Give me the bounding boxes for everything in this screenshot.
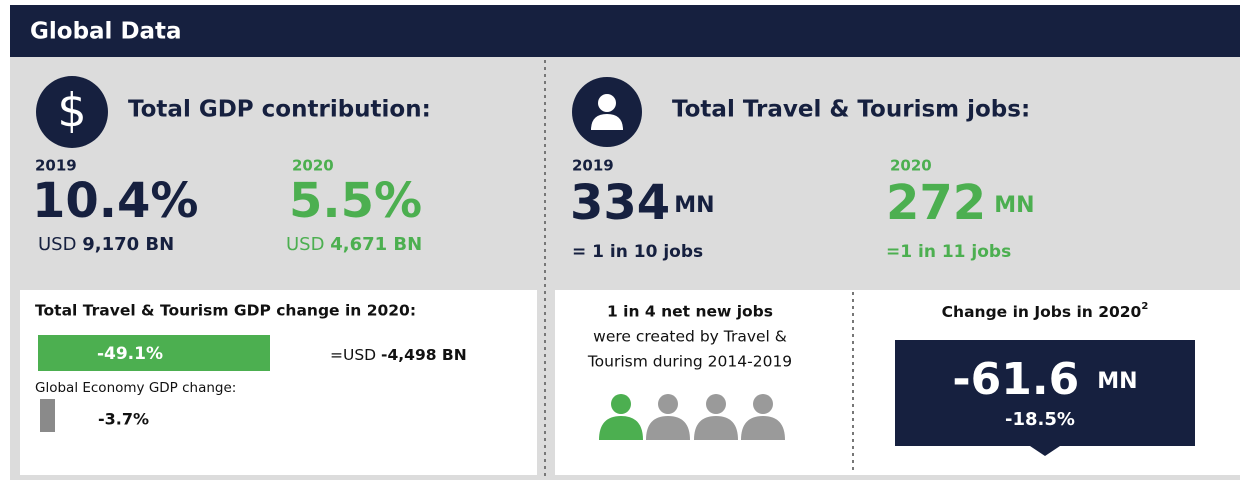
amount: 9,170 BN [82, 234, 174, 255]
usd-amount: -4,498 BN [381, 346, 467, 364]
usd-change: =USD -4,498 BN [330, 346, 467, 364]
person-head [598, 94, 616, 112]
jobs-change-number: -61.6 MN [952, 354, 1137, 405]
gdp-amount: USD 9,170 BN [38, 234, 174, 255]
person-body [591, 114, 623, 130]
number: -61.6 [952, 354, 1079, 405]
tt-change: -49.1% [97, 344, 163, 364]
gdp-amount: USD 4,671 BN [286, 234, 422, 255]
title: Change in Jobs in 2020 [942, 303, 1142, 321]
year: 2019 [35, 157, 77, 175]
person [741, 394, 785, 440]
year: 2019 [572, 157, 614, 175]
gdp-title: Total GDP contribution: [128, 97, 431, 123]
currency: USD [286, 234, 324, 255]
header-bar [10, 5, 1240, 57]
jobs-number: 272 MN [886, 175, 1035, 231]
jobs-change-percent: -18.5% [1005, 409, 1075, 430]
number: 334 [570, 175, 670, 231]
dollar-icon [36, 76, 108, 148]
usd-prefix: =USD [330, 346, 376, 364]
jobs-change-box [895, 340, 1195, 456]
jobs-number: 334 MN [570, 175, 715, 231]
person [599, 394, 643, 440]
unit: MN [1097, 369, 1137, 394]
person [646, 394, 690, 440]
gdp-share: 5.5% [289, 173, 422, 229]
currency: USD [38, 234, 76, 255]
number: 272 [886, 175, 986, 231]
economy-label: Global Economy GDP change: [35, 380, 236, 396]
header-title: Global Data [30, 19, 182, 45]
unit: MN [994, 193, 1034, 218]
economy-change-bar [40, 399, 55, 432]
net-new-line: were created by Travel & [593, 328, 787, 346]
people-icons [599, 394, 785, 440]
gdp-share: 10.4% [32, 173, 199, 229]
gdp-change-box [20, 290, 537, 475]
year: 2020 [890, 157, 932, 175]
jobs-title: Total Travel & Tourism jobs: [672, 97, 1030, 123]
unit: MN [674, 193, 714, 218]
person [694, 394, 738, 440]
economy-change: -3.7% [98, 410, 149, 429]
amount: 4,671 BN [330, 234, 422, 255]
jobs-ratio: =1 in 11 jobs [886, 242, 1011, 262]
tt-change-bar [38, 335, 270, 371]
footnote: 2 [1141, 301, 1148, 312]
dollar-sign: $ [57, 84, 86, 138]
gdp-change-title: Total Travel & Tourism GDP change in 202… [35, 302, 416, 320]
jobs-change-title: Change in Jobs in 20202 [942, 301, 1149, 321]
net-new-line: 1 in 4 net new jobs [607, 303, 773, 321]
year: 2020 [292, 157, 334, 175]
net-new-line: Tourism during 2014-2019 [587, 353, 792, 371]
jobs-ratio: = 1 in 10 jobs [572, 242, 703, 262]
